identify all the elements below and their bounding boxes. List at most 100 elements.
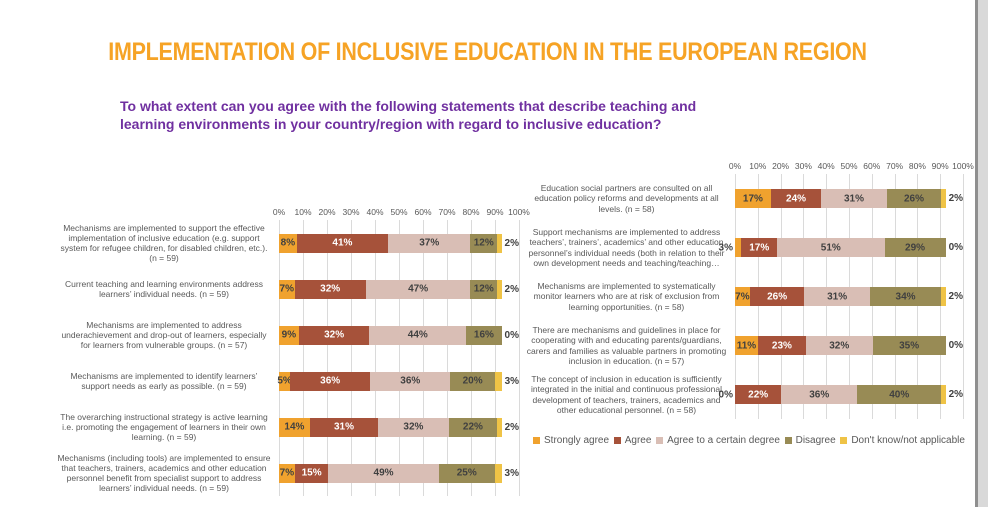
legend: Strongly agree Agree Agree to a certain de… (533, 435, 965, 446)
legend-label: Disagree (795, 435, 836, 446)
value-label: 14% (284, 421, 305, 433)
x-axis-tick: 0% (728, 161, 742, 171)
value-label: 36% (809, 389, 830, 400)
bar-segment: 41% (296, 233, 389, 253)
legend-label: Agree (624, 435, 652, 446)
x-axis-tick: 90% (931, 161, 949, 171)
value-label: 9% (281, 329, 297, 341)
bar-row: The concept of inclusion in education is… (526, 370, 963, 419)
x-axis-tick: 10% (749, 161, 767, 171)
stacked-bar: 5% 36% 36% 20% 3% (277, 371, 519, 391)
bar-segment: 31% (821, 189, 887, 208)
bar-segment: 3% (719, 238, 742, 257)
bar-segment: 8% (279, 233, 297, 253)
stacked-bar: 14% 31% 32% 22% 2% (279, 417, 519, 437)
survey-question: To what extent can you agree with the fo… (120, 98, 697, 133)
value-label: 36% (400, 375, 421, 387)
bar-segment: 15% (294, 463, 329, 483)
value-label: 7% (735, 291, 750, 302)
value-label: 32% (403, 421, 424, 433)
chart-right: 0% 10% 20% 30% 40% 50% 60% 70% 80% 90% 100% Educati… (526, 160, 974, 419)
value-label: 16% (473, 329, 494, 341)
value-label: 22% (462, 421, 483, 433)
bar-segment: 29% (884, 238, 946, 257)
bar-segment: 32% (805, 336, 873, 355)
value-label: 2% (948, 193, 964, 204)
bar-segment (941, 385, 946, 404)
value-label: 17% (742, 193, 763, 204)
gridline (303, 220, 304, 496)
value-label: 22% (748, 389, 769, 400)
gridline (519, 220, 520, 496)
legend-item: Agree to a certain degree (656, 435, 780, 446)
gridline (351, 220, 352, 496)
gridline (495, 220, 496, 496)
bar-segment: 9% (279, 325, 299, 345)
category-label: The overarching instructional strategy i… (60, 411, 268, 443)
legend-item: Agree (613, 435, 652, 446)
value-label: 0% (948, 242, 964, 253)
value-label: 36% (320, 375, 341, 387)
x-axis-tick: 70% (886, 161, 904, 171)
value-label: 51% (820, 242, 841, 253)
bar-segment: 16% (466, 325, 502, 345)
bar-segment: 31% (309, 417, 379, 437)
stacked-bar: 11% 23% 32% 35% 0% (735, 336, 963, 355)
bar-segment: 7% (279, 463, 295, 483)
bar-segment: 17% (741, 238, 778, 257)
bar-segment: 44% (369, 325, 467, 345)
value-label: 17% (749, 242, 770, 253)
bar-row: Education social partners are consulted … (526, 174, 963, 223)
category-label: Mechanisms are implemented to identify l… (70, 370, 258, 391)
stacked-bar: 7% 26% 31% 34% 2% (735, 287, 963, 306)
value-label: 40% (889, 389, 910, 400)
x-axis-tick: 50% (390, 207, 408, 217)
bar-segment: 51% (777, 238, 885, 257)
category-label: There are mechanisms and guidelines in p… (526, 325, 727, 366)
value-label: 32% (324, 329, 345, 341)
bar-segment: 35% (872, 336, 946, 355)
bar-segment: 7% (735, 287, 750, 306)
bar-segment: 20% (450, 371, 495, 391)
bar-segment (494, 371, 502, 391)
stacked-bar: 9% 32% 44% 16% 0% (279, 325, 519, 345)
value-label: 32% (320, 283, 341, 295)
value-label: 23% (771, 340, 792, 351)
bar-segment: 26% (886, 189, 942, 208)
stacked-bar: 7% 32% 47% 12% 2% (279, 279, 519, 299)
bar-segment: 11% (735, 336, 758, 355)
value-label: 37% (419, 237, 440, 249)
legend-item: Disagree (784, 435, 836, 446)
gridline (399, 220, 400, 496)
legend-swatch (656, 437, 664, 444)
value-label: 41% (332, 237, 353, 249)
bar-segment (494, 463, 502, 483)
x-axis-tick: 100% (508, 207, 530, 217)
x-axis-tick: 40% (366, 207, 384, 217)
stacked-bar: 8% 41% 37% 12% 2% (279, 233, 519, 253)
gridlines (279, 220, 520, 496)
x-axis-tick: 10% (294, 207, 312, 217)
value-label: 0% (718, 389, 733, 400)
bar-segment (497, 417, 502, 437)
bar-segment: 24% (770, 189, 822, 208)
legend-label: Agree to a certain degree (667, 435, 780, 446)
x-axis: 0% 10% 20% 30% 40% 50% 60% 70% 80% 90% 100% (729, 160, 974, 174)
legend-label: Strongly agree (544, 435, 610, 446)
x-axis-tick: 20% (318, 207, 336, 217)
bar-row: Current teaching and learning environmen… (57, 266, 519, 312)
bar-segment (497, 233, 502, 253)
bar-segment: 7% (279, 279, 295, 299)
value-label: 20% (462, 375, 483, 387)
x-axis-tick: 30% (342, 207, 360, 217)
value-label: 2% (948, 291, 963, 302)
legend-item: Strongly agree (533, 435, 609, 446)
value-label: 0% (504, 329, 519, 341)
bar-row: Mechanisms are implemented to support th… (57, 220, 519, 266)
value-label: 26% (903, 193, 924, 204)
bar-segment: 47% (365, 279, 471, 299)
value-label: 24% (786, 193, 807, 204)
value-label: 2% (504, 283, 519, 295)
gridline (471, 220, 472, 496)
